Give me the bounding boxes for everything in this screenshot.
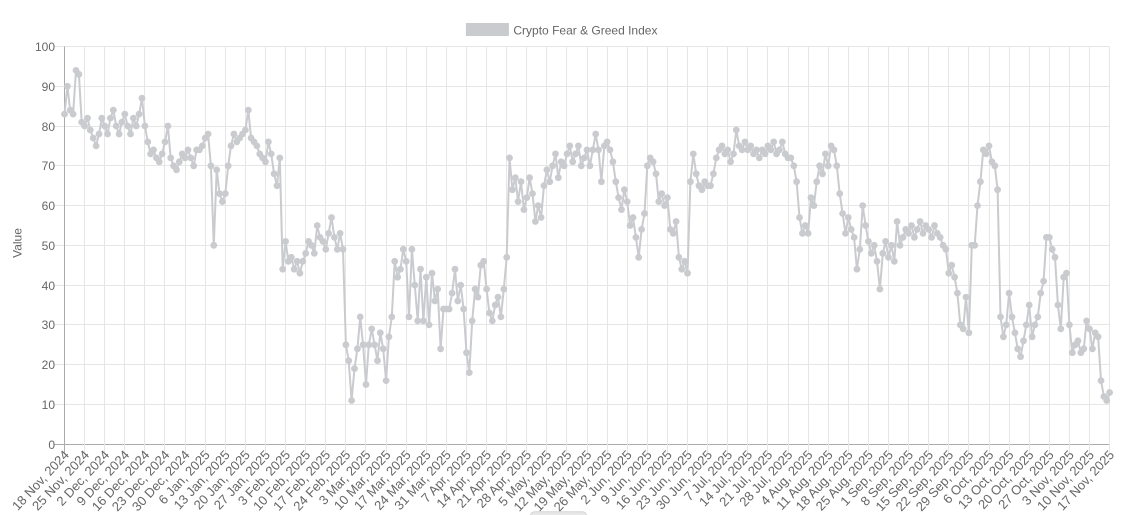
svg-text:60: 60 xyxy=(42,199,56,213)
svg-text:80: 80 xyxy=(42,120,56,134)
svg-text:70: 70 xyxy=(42,159,56,173)
svg-text:Value: Value xyxy=(11,228,25,258)
svg-text:10: 10 xyxy=(42,398,56,412)
svg-text:Crypto Fear & Greed Index: Crypto Fear & Greed Index xyxy=(513,24,657,38)
svg-text:30: 30 xyxy=(42,318,56,332)
svg-text:90: 90 xyxy=(42,80,56,94)
svg-text:100: 100 xyxy=(35,40,55,54)
svg-text:50: 50 xyxy=(42,239,56,253)
svg-text:0: 0 xyxy=(48,438,55,452)
svg-text:40: 40 xyxy=(42,279,56,293)
svg-text:20: 20 xyxy=(42,358,56,372)
